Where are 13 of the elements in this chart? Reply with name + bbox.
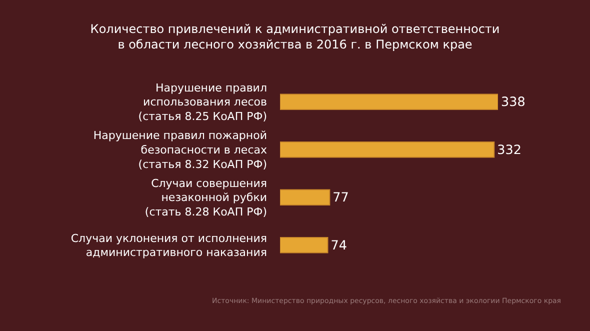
- data-label: 338: [501, 95, 526, 110]
- chart-title: Количество привлечений к административной ответственности в области лесного хозяйства в 2016 г. в Пермском крае: [90, 22, 500, 52]
- y-tick-label: Нарушение правил использования лесов (статья 8.25 КоАП РФ): [138, 81, 267, 124]
- bar: [280, 236, 328, 254]
- bar: [280, 141, 495, 158]
- bar: [280, 189, 330, 206]
- bar: [280, 94, 498, 110]
- data-label: 332: [497, 142, 522, 157]
- y-tick-label: Случаи совершения незаконной рубки (стать 8.28 КоАП РФ): [144, 176, 267, 219]
- y-tick-label: Нарушение правил пожарной безопасности в лесах (статья 8.32 КоАП РФ): [93, 129, 268, 171]
- data-label: 77: [332, 190, 349, 206]
- y-tick-label: Случаи уклонения от исполнения административного наказания: [70, 232, 267, 260]
- data-label: 74: [330, 238, 347, 254]
